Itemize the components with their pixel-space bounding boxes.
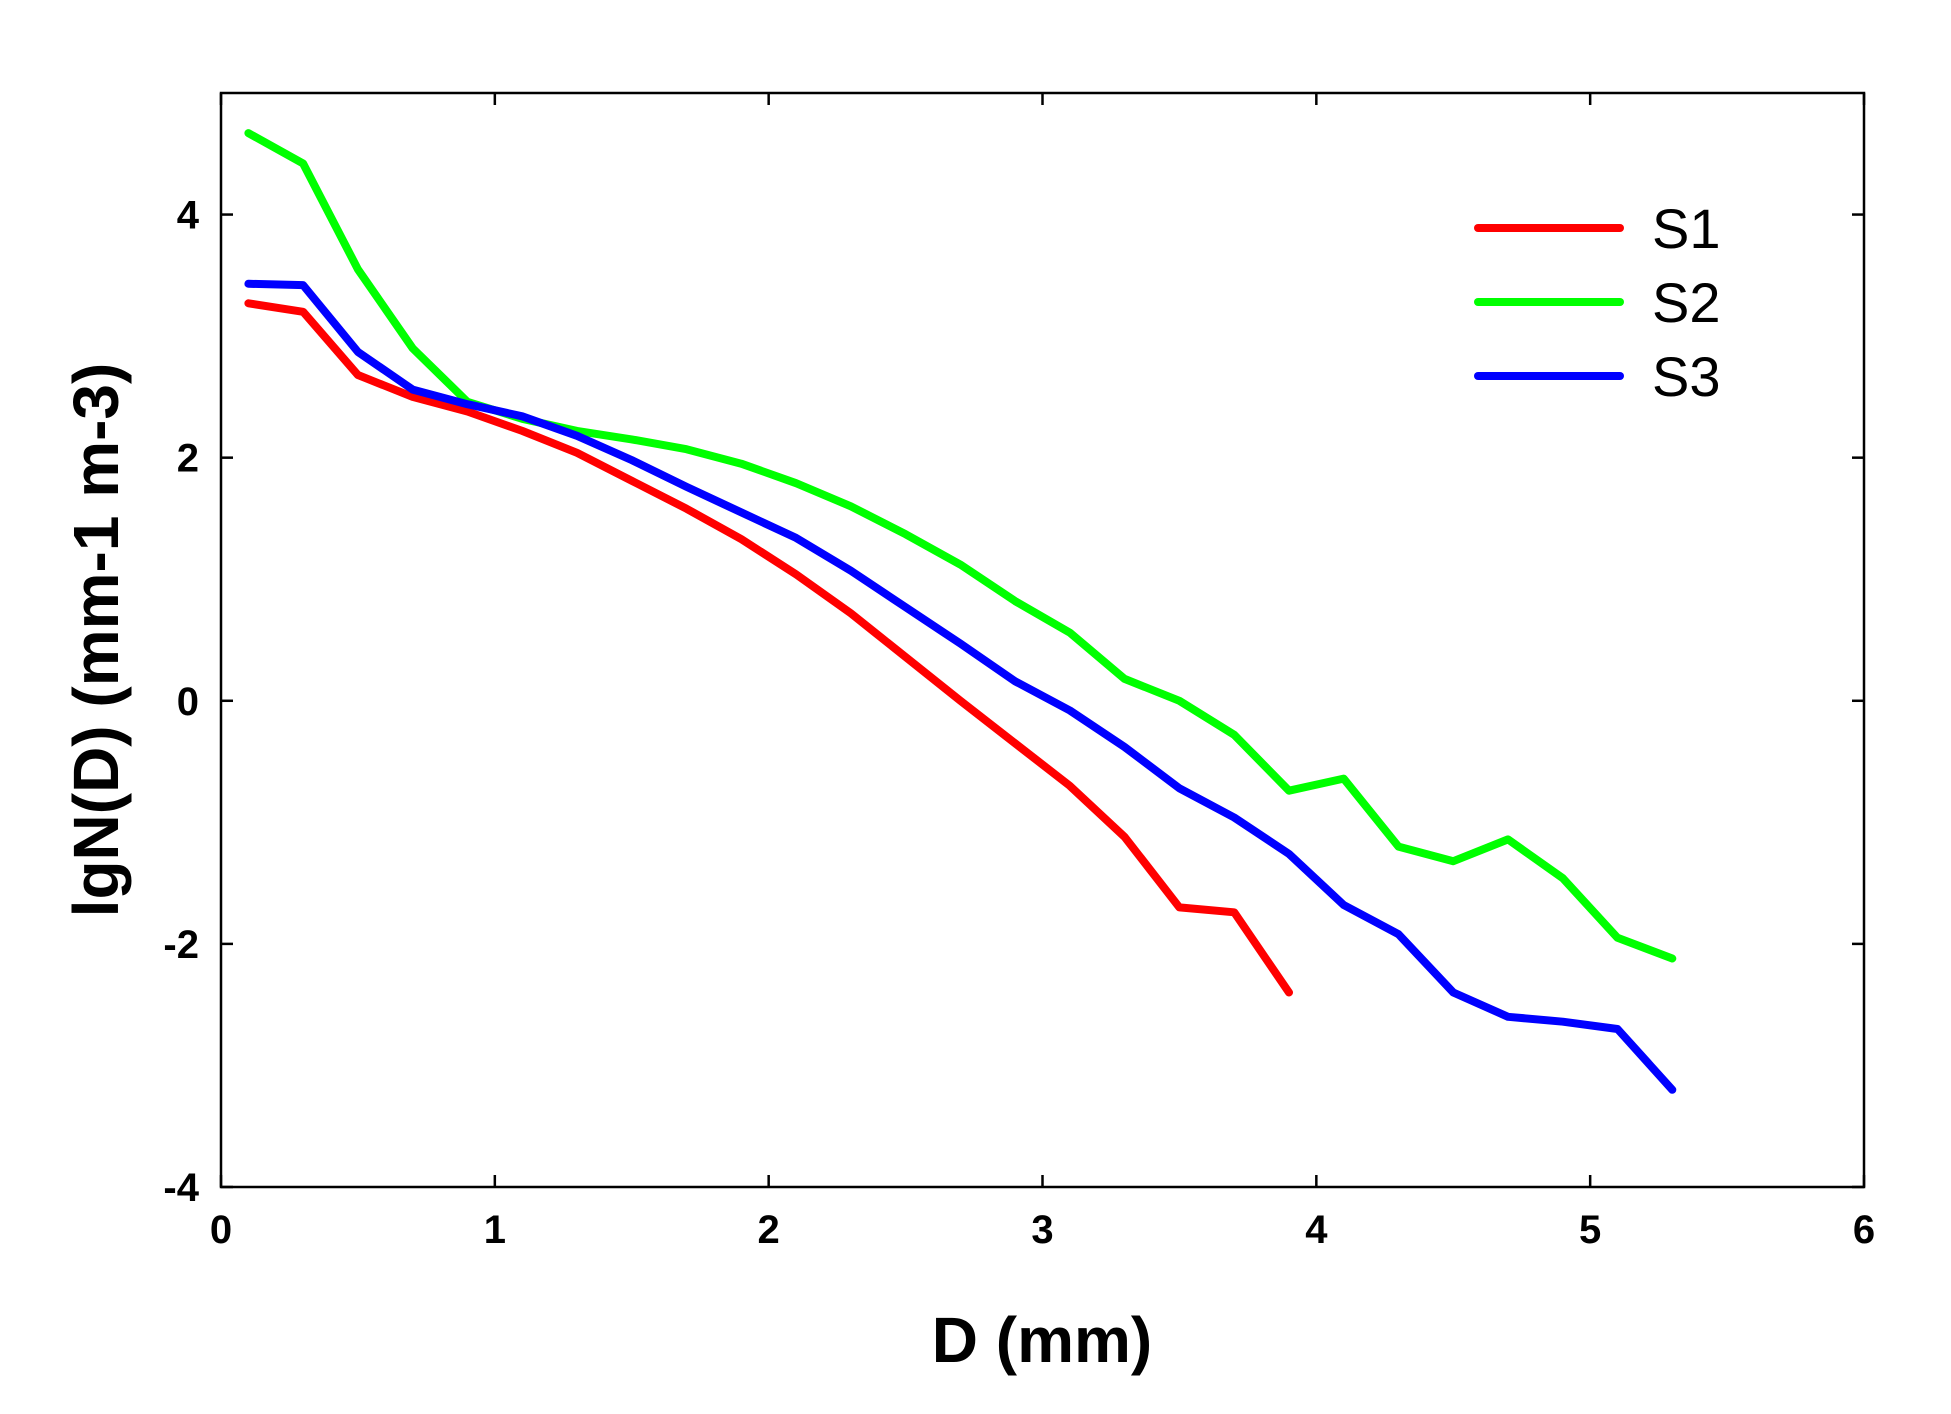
x-tick-label: 3 xyxy=(1031,1208,1053,1252)
y-tick-label: 4 xyxy=(177,194,200,238)
x-tick-label: 2 xyxy=(758,1208,780,1252)
series-lines xyxy=(244,129,1677,1094)
y-tick-label: -4 xyxy=(163,1166,199,1210)
x-tick-label: 1 xyxy=(484,1208,506,1252)
series-line-s1 xyxy=(244,299,1293,997)
y-tick-label: 0 xyxy=(177,680,199,724)
x-tick-label: 5 xyxy=(1579,1208,1601,1252)
x-tick-label: 0 xyxy=(210,1208,232,1252)
x-tick-label: 4 xyxy=(1305,1208,1328,1252)
series-line-s2 xyxy=(244,129,1677,963)
axis-tick-labels: 0 1 2 3 4 5 6 -4 -2 0 2 4 xyxy=(163,194,1875,1252)
x-axis-label: D (mm) xyxy=(932,1304,1152,1376)
x-tick-label: 6 xyxy=(1853,1208,1875,1252)
y-tick-label: 2 xyxy=(177,437,199,481)
legend-label-s1: S1 xyxy=(1652,197,1721,260)
y-axis-label: lgN(D) (mm-1 m-3) xyxy=(60,363,132,918)
y-tick-label: -2 xyxy=(163,923,199,967)
plot-area-frame xyxy=(219,91,1866,1189)
legend: S1 S2 S3 xyxy=(1474,197,1721,408)
axis-ticks xyxy=(219,93,1866,1189)
series-line-s3 xyxy=(244,279,1677,1094)
legend-label-s3: S3 xyxy=(1652,345,1721,408)
legend-label-s2: S2 xyxy=(1652,271,1721,334)
